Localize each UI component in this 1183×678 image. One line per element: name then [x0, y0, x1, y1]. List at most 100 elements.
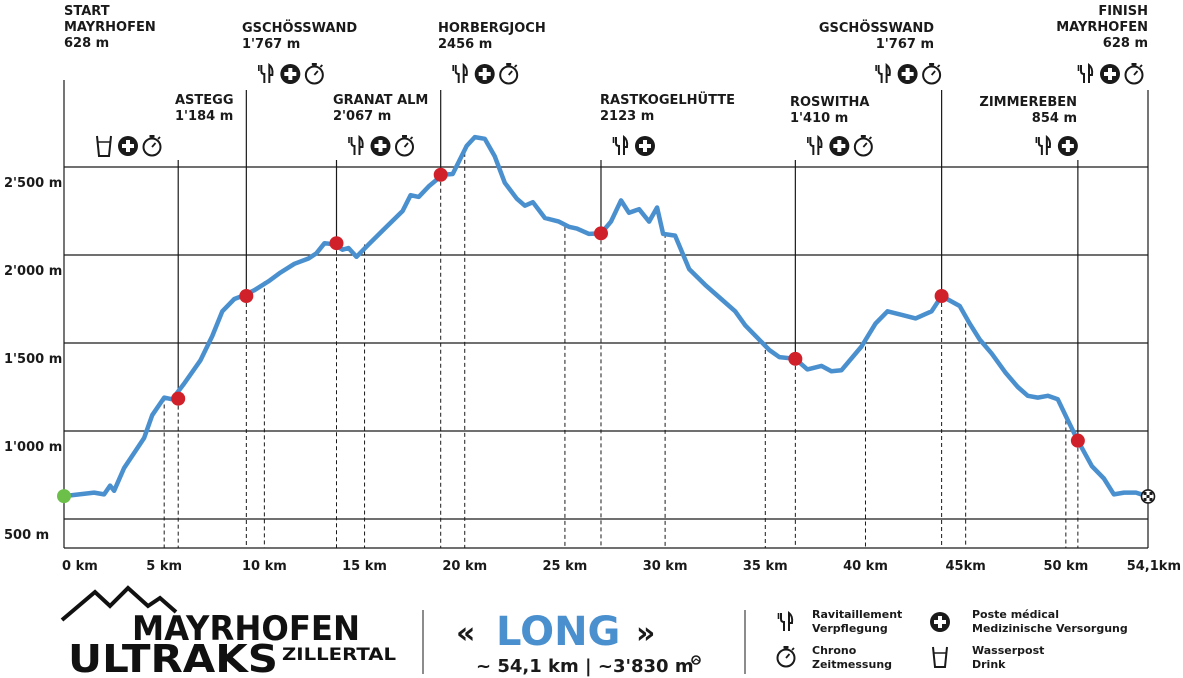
- profile-series: [61, 134, 1151, 499]
- y-tick-label: 500 m: [4, 528, 49, 543]
- legend-label: Wasserpost: [972, 644, 1044, 657]
- checkpoint-markers: [57, 167, 1156, 504]
- medical-icon: [930, 612, 950, 632]
- km-dashed-lines: [163, 145, 1067, 548]
- food-icon: [1035, 134, 1052, 155]
- x-tick-label: 20 km: [442, 559, 487, 574]
- x-tick-label: 0 km: [62, 559, 98, 574]
- checkpoint-altitude: 2123 m: [600, 109, 654, 124]
- elevation-profile-line: [61, 134, 1151, 499]
- checkpoint-name: RASTKOGELHÜTTE: [600, 92, 735, 108]
- checkpoint-altitude: 2'067 m: [333, 109, 391, 124]
- food-icon: [807, 134, 823, 155]
- medical-icon: [118, 136, 138, 156]
- start-marker: [57, 489, 71, 504]
- checkpoint-marker: [593, 226, 608, 241]
- checkpoint-name: GRANAT ALM: [333, 93, 428, 108]
- checkpoint-altitude: 2456 m: [438, 37, 492, 52]
- logo-zillertal: ZILLERTAL: [282, 645, 396, 665]
- checkpoint-marker: [239, 289, 254, 304]
- chrono-icon: [776, 646, 796, 668]
- checkpoint-name: GSCHÖSSWAND: [819, 20, 934, 36]
- food-icon: [258, 62, 274, 83]
- checkpoint-name: GSCHÖSSWAND: [242, 20, 357, 36]
- food-icon: [612, 134, 629, 155]
- x-tick-label: 15 km: [342, 559, 387, 574]
- chrono-icon: [304, 63, 324, 85]
- checkpoint-name: START MAYRHOFEN: [64, 4, 156, 35]
- x-axis-labels: 0 km 5 km 10 km 15 km 20 km 25 km 30 km 35 km 40…: [62, 559, 1181, 574]
- medical-icon: [370, 136, 391, 156]
- checkpoint-altitude: 1'767 m: [242, 37, 300, 52]
- y-tick-label: 1'000 m: [4, 440, 62, 455]
- legend-label: Drink: [972, 658, 1006, 671]
- chevron-right-icon: »: [636, 616, 655, 651]
- checkpoint-altitude: 628 m: [64, 36, 109, 51]
- medical-icon: [634, 136, 655, 156]
- x-tick-label: 10 km: [242, 559, 287, 574]
- food-icon: [452, 62, 468, 83]
- x-tick-label: 30 km: [643, 559, 688, 574]
- race-name: LONG: [496, 609, 620, 655]
- checkpoint-marker: [1070, 433, 1085, 448]
- checkpoint-altitude: 854 m: [1032, 111, 1077, 126]
- y-tick-label: 1'500 m: [4, 352, 62, 367]
- x-tick-label: 25 km: [543, 559, 588, 574]
- mountain-logo-icon: [60, 585, 178, 622]
- y-axis-labels: 500 m 1'000 m 1'500 m 2'000 m 2'500 m: [4, 176, 62, 543]
- checkpoint-name: HORBERGJOCH: [438, 21, 546, 36]
- y-tick-label: 2'000 m: [4, 264, 62, 279]
- chrono-icon: [499, 63, 519, 85]
- drink-icon: [96, 135, 112, 157]
- checkpoint-marker: [329, 236, 344, 251]
- logo-ultraks: ULTRAKS: [68, 637, 278, 678]
- legend-label: Ravitaillement: [812, 608, 902, 621]
- checkpoint-lines: [63, 80, 1149, 548]
- medical-icon: [280, 64, 301, 84]
- legend-label: Poste médical: [972, 608, 1059, 621]
- logo-mayrhofen: MAYRHOFEN: [132, 609, 360, 649]
- x-tick-label: 35 km: [743, 559, 788, 574]
- x-tick-label: 5 km: [146, 559, 182, 574]
- medical-icon: [897, 64, 918, 84]
- checkpoint-marker: [934, 289, 949, 304]
- checkpoint-altitude: 1'410 m: [790, 111, 848, 126]
- elevation-icon: [691, 655, 701, 665]
- food-icon: [1077, 62, 1094, 83]
- checkpoint-marker: [433, 167, 448, 182]
- checkpoint-altitude: 1'767 m: [876, 37, 934, 52]
- legend-label: Zeitmessung: [812, 658, 892, 671]
- race-stats: ~ 54,1 km | ~3'830 m: [476, 656, 694, 677]
- x-tick-label: 50 km: [1043, 559, 1088, 574]
- race-badge: « LONG » ~ 54,1 km | ~3'830 m: [456, 609, 701, 677]
- y-tick-label: 2'500 m: [4, 176, 62, 191]
- checkpoint-altitude: 1'184 m: [175, 109, 233, 124]
- food-icon: [348, 134, 364, 155]
- chrono-icon: [853, 135, 873, 157]
- checkpoint-name: FINISH MAYRHOFEN: [1056, 4, 1148, 35]
- finish-flag-icon: [1140, 489, 1156, 504]
- x-tick-label: 54,1km: [1127, 559, 1181, 574]
- checkpoint-marker: [788, 351, 803, 366]
- medical-icon: [829, 136, 850, 156]
- legend-label: Chrono: [812, 644, 857, 657]
- food-icon: [875, 62, 891, 83]
- legend-label: Medizinische Versorgung: [972, 622, 1128, 635]
- checkpoint-altitude: 628 m: [1103, 36, 1148, 51]
- medical-icon: [1100, 64, 1120, 84]
- grid: [64, 166, 1148, 549]
